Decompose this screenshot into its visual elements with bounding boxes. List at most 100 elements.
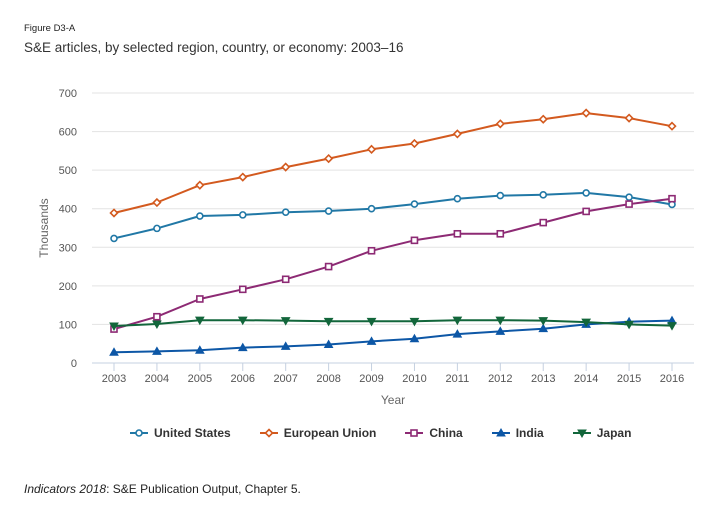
legend-item-china[interactable]: China [405,426,463,440]
y-tick-label: 300 [59,242,77,254]
data-point-china [582,207,590,216]
data-point-united-states [153,224,161,233]
y-axis-title: Thousands [37,198,51,257]
legend-marker [576,429,587,438]
legend-triangle-down-icon [572,429,591,438]
legend-item-japan[interactable]: Japan [572,426,632,440]
data-point-european-union [323,153,334,164]
data-point-japan [409,317,420,327]
x-tick-label: 2012 [488,373,512,385]
data-point-japan [366,317,377,327]
x-tick-label: 2014 [574,373,598,385]
data-point-india [452,329,463,338]
x-tick-label: 2011 [446,373,470,385]
data-point-european-union [238,172,248,182]
x-tick-label: 2006 [231,373,255,385]
data-point-united-states [410,200,419,208]
data-point-european-union [538,114,548,124]
legend-item-united-states[interactable]: United States [130,426,231,440]
data-point-european-union [281,162,291,172]
legend-label: India [515,426,544,440]
data-point-european-union [452,129,463,139]
data-point-china [196,295,204,303]
legend-circle-icon [130,429,148,437]
data-point-japan [109,322,119,331]
legend-marker [495,428,506,437]
legend-marker [264,428,274,438]
data-point-united-states [582,189,590,197]
data-point-european-union [409,138,420,149]
legend-item-european-union[interactable]: European Union [259,426,377,440]
data-point-india [409,333,420,343]
x-tick-label: 2003 [102,373,126,385]
data-point-united-states [196,212,204,220]
data-point-china [238,285,247,294]
data-point-china [367,246,376,255]
data-point-china [625,200,633,208]
x-tick-label: 2009 [359,373,383,385]
data-point-united-states [324,207,333,215]
legend-label: Japan [596,426,632,440]
data-point-european-union [667,121,677,131]
chart-legend: United States European Union China India Jap… [130,426,660,440]
data-point-india [323,339,334,348]
legend-marker [135,429,143,437]
source-note: Indicators 2018: S&E Publication Output,… [24,482,301,496]
data-point-japan [194,316,205,326]
data-point-united-states [496,191,505,200]
data-point-india [194,345,205,354]
y-tick-label: 100 [59,319,77,331]
data-point-european-union [152,197,162,208]
line-chart: 0 100 200 300 400 500 600 700 2003 2004 2005 2006 20… [37,88,694,407]
y-tick-label: 600 [59,127,77,139]
data-point-united-states [110,234,118,243]
source-chapter: : S&E Publication Output, Chapter 5. [106,482,301,496]
data-point-japan [538,317,549,326]
figure-label: Figure D3-A [24,23,76,34]
data-point-china [324,262,333,271]
data-point-japan [280,317,291,326]
x-tick-label: 2007 [273,373,297,385]
source-publication: Indicators 2018 [24,482,107,496]
data-point-china [496,229,505,238]
data-point-united-states [238,211,247,219]
legend-label: European Union [283,426,377,440]
legend-marker [410,429,419,437]
data-point-china [539,218,548,227]
legend-item-india[interactable]: India [491,426,544,440]
data-point-japan [323,317,334,327]
data-point-european-union [195,180,205,190]
y-tick-label: 700 [59,88,77,100]
data-point-india [366,336,377,345]
x-axis-title: Year [381,393,405,407]
series-line-japan [113,319,673,327]
data-point-japan [624,320,634,330]
data-point-china [410,236,419,245]
data-point-china [453,229,462,238]
data-point-united-states [539,191,548,199]
legend-square-icon [405,429,424,437]
y-tick-label: 0 [71,358,77,370]
legend-label: United States [154,426,231,440]
x-tick-label: 2004 [145,373,169,385]
data-point-united-states [281,208,290,216]
data-point-japan [581,318,592,328]
data-point-european-union [495,119,505,129]
series-line-china [113,197,673,331]
data-point-china [668,194,676,203]
x-tick-label: 2015 [617,373,641,385]
y-tick-label: 200 [59,281,77,293]
data-point-india [109,347,119,356]
x-tick-label: 2013 [531,373,555,385]
data-point-china [153,312,161,321]
data-point-united-states [625,193,633,201]
data-point-united-states [367,204,376,213]
data-point-india [538,323,549,333]
series-line-european-union [113,112,673,214]
x-tick-label: 2016 [660,373,684,385]
data-point-japan [495,316,506,326]
data-point-india [495,326,506,335]
series-line-united-states [113,191,673,240]
data-point-china [281,275,290,284]
y-tick-label: 400 [59,204,77,216]
